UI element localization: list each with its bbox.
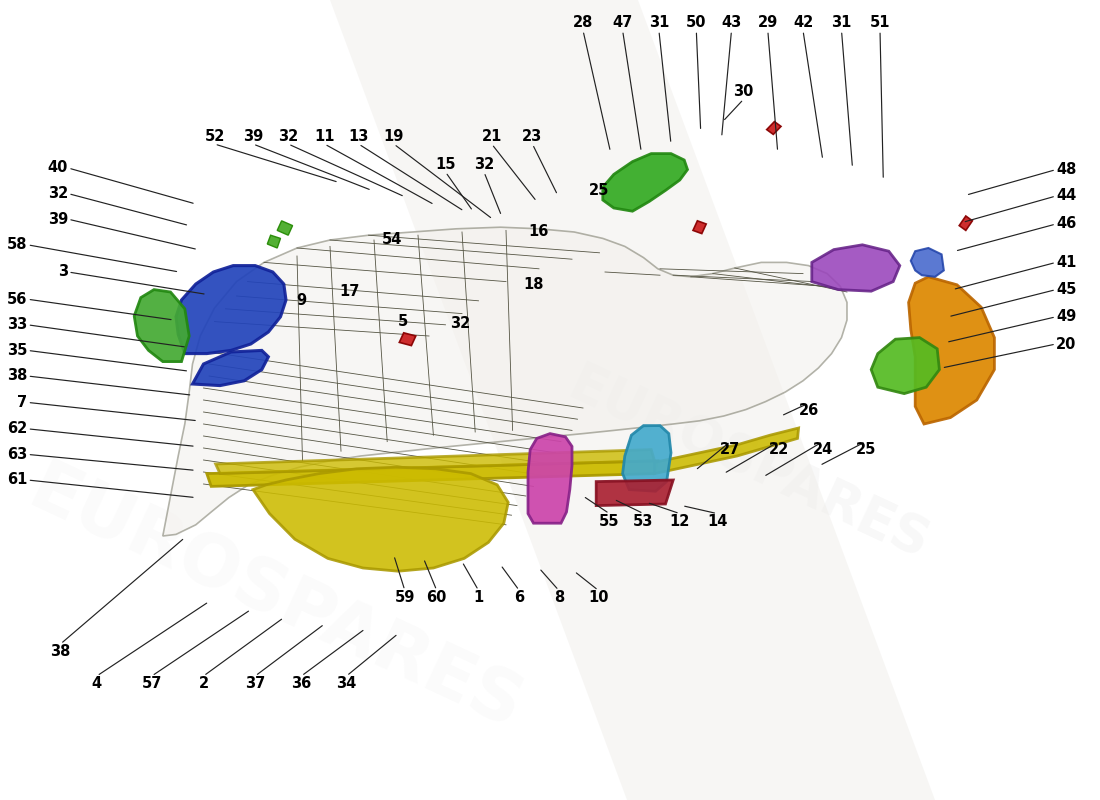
Text: 39: 39 [243,129,263,144]
Text: 11: 11 [315,129,334,144]
Text: 32: 32 [278,129,298,144]
Text: 62: 62 [8,422,28,436]
Text: 15: 15 [436,157,455,172]
Text: 37: 37 [245,676,265,691]
Text: 26: 26 [799,403,818,418]
Text: 17: 17 [340,284,360,298]
Text: 27: 27 [720,442,740,457]
Polygon shape [216,450,654,474]
Text: 32: 32 [474,157,494,172]
Text: 48: 48 [1056,162,1077,177]
Text: 42: 42 [793,15,813,30]
Polygon shape [911,248,944,277]
Text: 23: 23 [522,129,542,144]
Text: 40: 40 [47,161,68,175]
Polygon shape [207,461,658,486]
Polygon shape [959,216,972,230]
Text: 63: 63 [8,447,28,462]
Text: 52: 52 [205,129,224,144]
Text: 7: 7 [18,395,28,410]
Text: 32: 32 [48,186,68,201]
Text: 4: 4 [91,676,102,691]
Text: 6: 6 [514,590,525,606]
Text: 21: 21 [482,129,502,144]
Text: 1: 1 [473,590,484,606]
Text: 25: 25 [856,442,876,457]
Text: 28: 28 [573,15,593,30]
Polygon shape [330,0,935,800]
Text: 54: 54 [382,233,402,247]
Text: 24: 24 [813,442,833,457]
Text: 19: 19 [384,129,404,144]
Polygon shape [134,290,189,362]
Polygon shape [693,221,706,234]
Text: 30: 30 [734,84,754,99]
Text: 59: 59 [395,590,415,606]
Text: 36: 36 [292,676,311,691]
Text: 31: 31 [649,15,669,30]
Text: 16: 16 [529,225,549,239]
Text: 10: 10 [588,590,608,606]
Text: 5: 5 [397,314,408,329]
Text: 58: 58 [7,238,28,252]
Text: 38: 38 [51,644,70,659]
Polygon shape [399,333,416,346]
Text: 50: 50 [686,15,706,30]
Text: 53: 53 [634,514,653,529]
Polygon shape [909,277,994,424]
Polygon shape [871,338,939,394]
Text: 22: 22 [769,442,789,457]
Text: 31: 31 [832,15,851,30]
Polygon shape [528,434,572,523]
Polygon shape [603,154,688,211]
Text: 44: 44 [1056,189,1076,203]
Text: 39: 39 [48,212,68,226]
Polygon shape [596,480,673,506]
Text: 46: 46 [1056,217,1076,231]
Text: 33: 33 [8,318,28,332]
Text: 49: 49 [1056,310,1076,324]
Text: 34: 34 [337,676,356,691]
Polygon shape [654,428,799,474]
Text: 51: 51 [870,15,890,30]
Text: 47: 47 [613,15,632,30]
Text: EUROSPARES: EUROSPARES [560,358,936,570]
Text: 2: 2 [198,676,209,691]
Polygon shape [253,467,508,571]
Text: 57: 57 [142,676,162,691]
Polygon shape [767,122,781,134]
Text: 32: 32 [450,316,470,330]
Text: 9: 9 [296,294,307,308]
Text: 12: 12 [670,514,690,529]
Polygon shape [277,221,293,235]
Text: 25: 25 [590,183,609,198]
Polygon shape [192,350,268,386]
Polygon shape [267,235,280,248]
Polygon shape [623,426,671,491]
Text: 29: 29 [758,15,778,30]
Text: 60: 60 [427,590,447,606]
Text: 41: 41 [1056,255,1077,270]
Text: EUROSPARES: EUROSPARES [18,455,532,745]
Text: 56: 56 [7,292,28,306]
Text: 20: 20 [1056,337,1077,351]
Polygon shape [812,245,900,291]
Text: 43: 43 [722,15,741,30]
Polygon shape [163,227,847,536]
Text: 3: 3 [58,265,68,279]
Text: 14: 14 [707,514,727,529]
Text: 8: 8 [553,590,564,606]
Text: 55: 55 [600,514,619,529]
Text: 38: 38 [7,369,28,383]
Text: 35: 35 [7,343,28,358]
Text: 45: 45 [1056,282,1077,297]
Text: 18: 18 [524,278,543,292]
Polygon shape [176,266,286,354]
Text: 61: 61 [7,473,28,487]
Text: 13: 13 [349,129,368,144]
